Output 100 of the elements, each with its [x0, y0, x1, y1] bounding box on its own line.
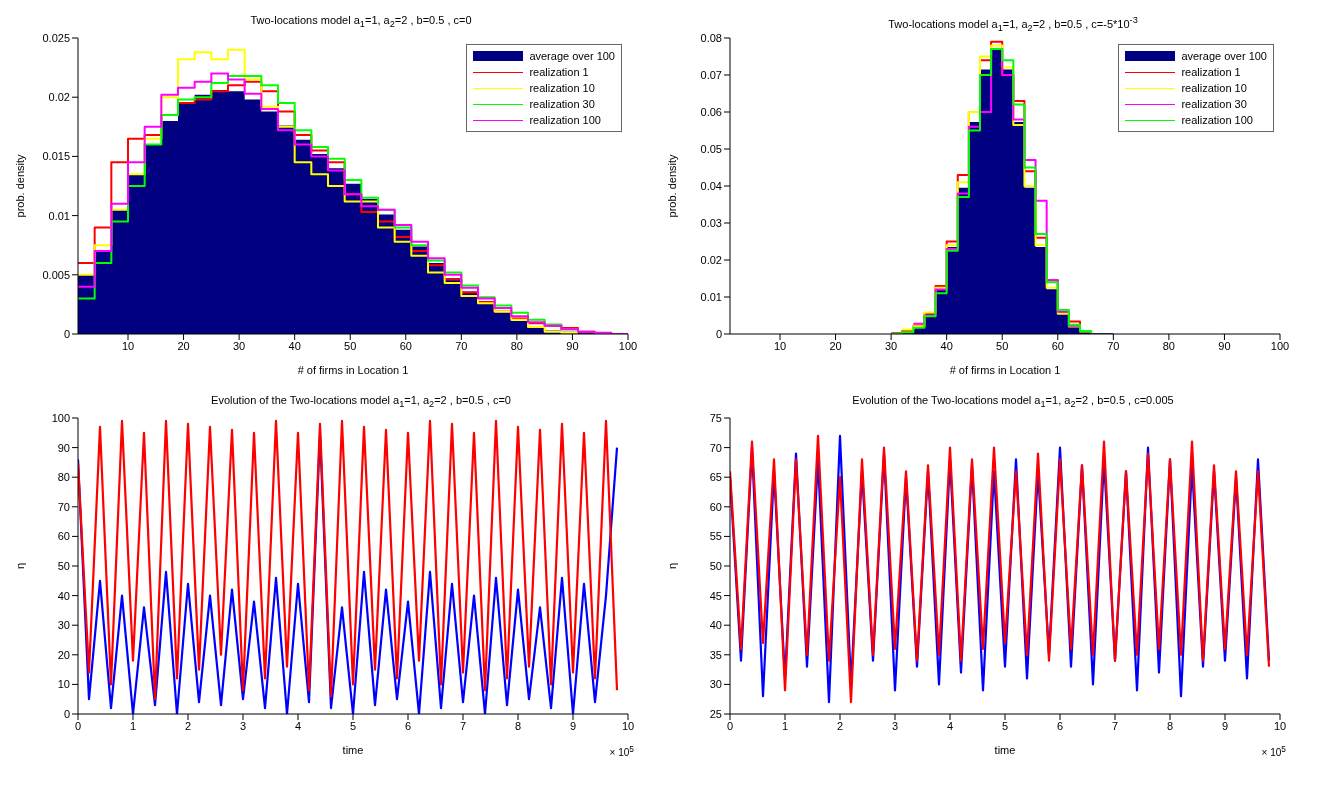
- x-tick-label: 4: [294, 719, 302, 732]
- x-axis-title: time: [342, 744, 364, 756]
- chart-title: Evolution of the Two-locations model a$_{1}$=1, a$_{2}$=2 , b=0.5 , c=0.005: [851, 393, 1175, 412]
- y-tick-label: 50: [57, 559, 70, 572]
- x-axis-title: # of firms in Location 1: [949, 364, 1061, 376]
- y-tick-label: 0.02: [700, 253, 722, 266]
- chart-title: Evolution of the Two-locations model a$_{1}$=1, a$_{2}$=2 , b=0.5 , c=0: [210, 393, 512, 412]
- y-tick-label: 0.07: [700, 68, 722, 81]
- y-tick-label: 0.03: [700, 216, 722, 229]
- text: × 10$^{5}$: [609, 743, 634, 758]
- y-tick-label: 25: [709, 707, 722, 720]
- y-tick-label: 60: [57, 530, 70, 543]
- x-tick-label: 90: [1218, 339, 1231, 352]
- x-tick-label: 20: [829, 339, 842, 352]
- legend-label: average over 100: [529, 50, 615, 62]
- y-tick-label: 20: [57, 648, 70, 661]
- y-tick-label: 40: [709, 619, 722, 632]
- x-tick-label: 8: [1166, 719, 1174, 732]
- x-tick-label: 10: [1273, 719, 1287, 732]
- y-tick-label: 0: [63, 707, 70, 720]
- legend-label: realization 100: [1181, 114, 1253, 126]
- text: × 10$^{5}$: [1261, 743, 1286, 758]
- legend-label: realization 1: [529, 66, 589, 78]
- x-tick-label: 50: [996, 339, 1009, 352]
- x-tick-label: 70: [1107, 339, 1120, 352]
- x-tick-label: 8: [514, 719, 522, 732]
- y-tick-label: 0: [715, 327, 722, 340]
- y-tick-label: 0.08: [700, 31, 722, 44]
- x-tick-label: 5: [349, 719, 357, 732]
- y-tick-label: 0.06: [700, 105, 722, 118]
- y-tick-label: 60: [709, 500, 722, 513]
- x-tick-label: 80: [510, 339, 524, 352]
- legend-label: average over 100: [1181, 50, 1267, 62]
- x-tick-label: 40: [940, 339, 953, 352]
- x-tick-label: 60: [399, 339, 412, 352]
- x-tick-label: 6: [1056, 719, 1064, 732]
- x-tick-label: 4: [946, 719, 954, 732]
- y-axis-title: η: [665, 562, 678, 570]
- x-tick-label: 70: [455, 339, 468, 352]
- x-tick-label: 90: [566, 339, 579, 352]
- y-tick-label: 0.05: [700, 142, 722, 155]
- x-tick-label: 5: [1001, 719, 1009, 732]
- x-tick-label: 10: [773, 339, 787, 352]
- y-tick-label: 45: [709, 589, 722, 602]
- y-tick-label: 30: [57, 619, 70, 632]
- chart-title: Two-locations model a$_{1}$=1, a$_{2}$=2 , b=0.5 , c=-5*10$^{-3}$: [887, 14, 1139, 33]
- y-tick-label: 70: [57, 500, 70, 513]
- x-tick-label: 2: [836, 719, 844, 732]
- x-tick-label: 10: [621, 719, 635, 732]
- y-tick-label: 50: [709, 559, 722, 572]
- legend-label: realization 1: [1181, 66, 1241, 78]
- x-tick-label: 2: [184, 719, 192, 732]
- y-tick-label: 55: [709, 530, 722, 543]
- y-tick-label: 10: [57, 678, 70, 691]
- x-axis-title: time: [994, 744, 1016, 756]
- x-tick-label: 0: [726, 719, 734, 732]
- y-tick-label: 30: [709, 678, 722, 691]
- y-tick-label: 0.01: [48, 209, 70, 222]
- y-tick-label: 0.04: [700, 179, 722, 192]
- legend-label: realization 30: [1181, 98, 1247, 110]
- y-tick-label: 70: [709, 441, 722, 454]
- x-tick-label: 100: [618, 339, 638, 352]
- x-tick-label: 50: [344, 339, 357, 352]
- legend-label: realization 10: [1181, 82, 1247, 94]
- y-tick-label: 0.015: [42, 150, 70, 163]
- x-tick-label: 60: [1051, 339, 1064, 352]
- x-tick-label: 20: [177, 339, 190, 352]
- x-tick-label: 1: [129, 719, 137, 732]
- y-tick-label: 0.02: [48, 91, 70, 104]
- y-tick-label: 90: [57, 441, 70, 454]
- y-tick-label: 35: [709, 648, 722, 661]
- x-tick-label: 1: [781, 719, 789, 732]
- y-tick-label: 0.025: [42, 31, 70, 44]
- y-tick-label: 0.005: [42, 268, 70, 281]
- y-tick-label: 100: [51, 411, 70, 424]
- legend-label: realization 100: [529, 114, 601, 126]
- x-tick-label: 30: [884, 339, 898, 352]
- y-axis-title: η: [13, 562, 26, 570]
- x-tick-label: 100: [1270, 339, 1290, 352]
- x-tick-label: 9: [569, 719, 577, 732]
- y-tick-label: 0.01: [700, 290, 722, 303]
- y-tick-label: 65: [709, 471, 722, 484]
- x-tick-label: 0: [74, 719, 82, 732]
- y-tick-label: 0: [63, 327, 70, 340]
- y-axis-title: prob. density: [13, 154, 26, 218]
- y-tick-label: 40: [57, 589, 70, 602]
- x-tick-label: 80: [1162, 339, 1176, 352]
- x-tick-label: 7: [459, 719, 467, 732]
- x-tick-label: 9: [1221, 719, 1229, 732]
- x-axis-title: # of firms in Location 1: [297, 364, 409, 376]
- legend-label: realization 10: [529, 82, 595, 94]
- chart-title: Two-locations model a$_{1}$=1, a$_{2}$=2 , b=0.5 , c=0: [249, 13, 473, 32]
- x-tick-label: 6: [404, 719, 412, 732]
- x-tick-label: 7: [1111, 719, 1119, 732]
- x-tick-label: 3: [891, 719, 899, 732]
- x-tick-label: 40: [288, 339, 301, 352]
- y-axis-title: prob. density: [665, 154, 678, 218]
- y-tick-label: 80: [57, 471, 70, 484]
- x-tick-label: 10: [121, 339, 135, 352]
- x-tick-label: 30: [232, 339, 246, 352]
